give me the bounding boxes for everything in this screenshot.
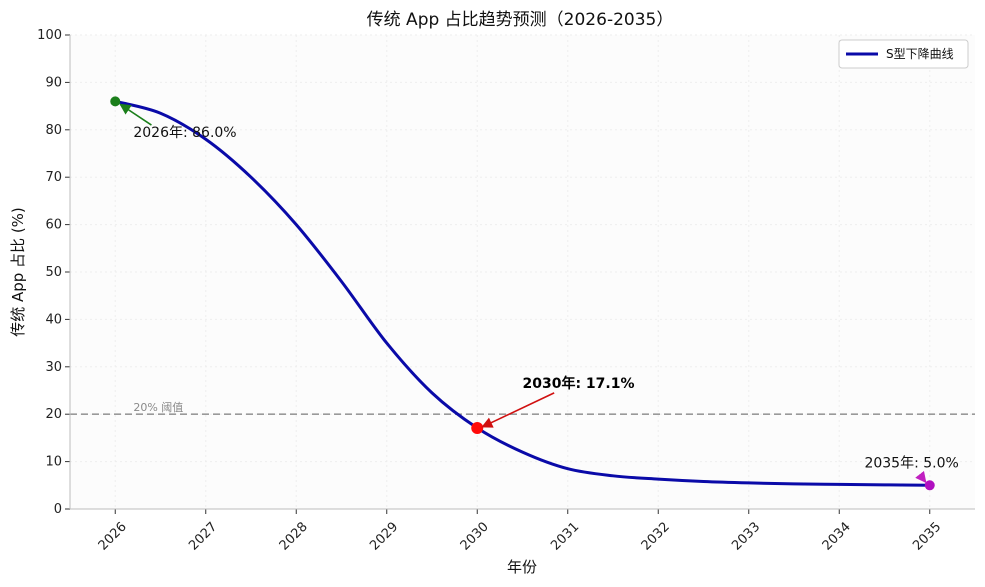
x-tick-label: 2027 — [186, 520, 220, 554]
y-tick-label: 70 — [45, 170, 62, 185]
chart-title: 传统 App 占比趋势预测（2026-2035） — [367, 10, 674, 30]
x-tick-label: 2029 — [367, 520, 401, 554]
y-tick-label: 60 — [45, 218, 62, 233]
y-tick-label: 40 — [45, 312, 62, 327]
annotation-arrow — [915, 470, 927, 484]
y-tick-label: 80 — [45, 123, 62, 138]
annotations: 2026年: 86.0% 2030年: 17.1% 2035年: 5.0% — [119, 103, 959, 484]
annotation-label: 2035年: 5.0% — [864, 455, 958, 471]
highlight-points — [110, 96, 935, 491]
x-tick-label: 2035 — [910, 520, 944, 554]
threshold: 20% 阈值 — [70, 400, 975, 416]
x-tick-label: 2034 — [820, 520, 854, 554]
annotation-label: 2030年: 17.1% — [523, 375, 635, 392]
legend-label: S型下降曲线 — [886, 47, 954, 61]
annotation-arrow — [481, 392, 555, 428]
highlight-point — [471, 421, 484, 434]
x-tick-label: 2028 — [277, 520, 311, 554]
x-tick-label: 2026 — [96, 520, 130, 554]
series-line — [114, 99, 930, 487]
x-tick-label: 2032 — [639, 520, 673, 554]
y-tick-label: 90 — [45, 75, 62, 90]
y-tick-label: 20 — [45, 407, 62, 422]
highlight-point — [924, 480, 935, 491]
y-tick-label: 30 — [45, 360, 62, 375]
threshold-label: 20% 阈值 — [133, 400, 183, 414]
y-tick-label: 0 — [54, 502, 62, 517]
annotation-arrow — [119, 103, 152, 126]
x-axis-label: 年份 — [507, 558, 537, 576]
legend-box — [838, 39, 969, 69]
series — [114, 99, 930, 487]
y-tick-label: 50 — [45, 265, 62, 280]
y-tick-label: 10 — [45, 455, 62, 470]
highlight-point — [110, 96, 121, 107]
legend: S型下降曲线 — [838, 39, 969, 69]
x-tick-label: 2031 — [548, 520, 582, 554]
x-tick-label: 2033 — [729, 520, 763, 554]
x-tick-label: 2030 — [458, 520, 492, 554]
y-axis-label: 传统 App 占比 (%) — [9, 207, 27, 337]
annotation-label: 2026年: 86.0% — [133, 125, 236, 141]
y-tick-label: 100 — [37, 28, 62, 43]
